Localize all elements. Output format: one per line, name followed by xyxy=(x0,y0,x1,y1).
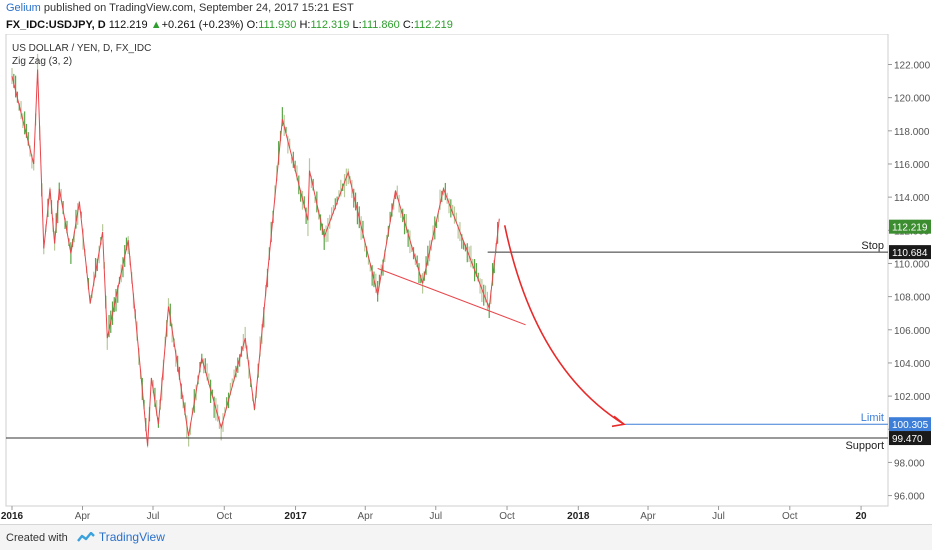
publish-info: published on TradingView.com, September … xyxy=(43,2,354,14)
indicator-label: Zig Zag (3, 2) xyxy=(12,56,72,67)
x-tick-label: Apr xyxy=(357,511,373,522)
price-tags: 112.219 110.684 100.305 99.470 xyxy=(889,219,931,446)
x-tick-label: 2018 xyxy=(567,511,590,522)
price-chart[interactable]: Stop Limit Support 122.000 120.000 118.000 11… xyxy=(0,33,932,524)
x-tick-label: 2016 xyxy=(1,511,24,522)
x-tick-label: Apr xyxy=(75,511,91,522)
x-tick-label: Jul xyxy=(429,511,442,522)
chart-area[interactable]: Stop Limit Support 122.000 120.000 118.000 11… xyxy=(0,33,932,524)
level-tag-limit-bg xyxy=(889,417,931,432)
chart-title: US DOLLAR / YEN, D, FX_IDC xyxy=(12,43,151,54)
x-tick-label: Jul xyxy=(712,511,725,522)
low-label: L: xyxy=(352,19,362,31)
author-link[interactable]: Gelium xyxy=(6,2,41,14)
tradingview-brand-link[interactable]: TradingView xyxy=(98,530,165,544)
level-tag-support: 99.470 xyxy=(892,434,923,445)
level-tag-support-bg xyxy=(889,431,931,446)
footer: Created with TradingView xyxy=(0,524,932,550)
last-price-tag-bg xyxy=(889,219,931,234)
x-tick-label: Oct xyxy=(216,511,232,522)
symbol-label: FX_IDC:USDJPY, D xyxy=(6,19,106,31)
y-tick-label: 110.000 xyxy=(894,259,930,270)
change-value: +0.261 (+0.23%) xyxy=(161,19,244,31)
plot-frame xyxy=(5,33,889,507)
level-tag-stop-bg xyxy=(889,245,931,260)
y-tick-label: 120.000 xyxy=(894,94,931,105)
level-label-stop: Stop xyxy=(861,240,884,252)
last-price: 112.219 xyxy=(108,19,148,31)
level-label-limit: Limit xyxy=(861,412,884,424)
x-tick-label: 2017 xyxy=(284,511,307,522)
levels-layer: Stop Limit Support xyxy=(6,240,888,452)
y-tick-label: 114.000 xyxy=(894,193,930,204)
low-value: 111.860 xyxy=(361,19,400,31)
x-tick-label: Jul xyxy=(147,511,160,522)
y-tick-label: 98.000 xyxy=(894,458,925,469)
time-axis[interactable]: 2016 Apr Jul Oct 2017 Apr Jul Oct 2018 Apr Jul Oct 2… xyxy=(1,506,867,522)
tradingview-logo-icon xyxy=(76,531,95,542)
open-value: 111.930 xyxy=(258,19,297,31)
x-tick-label: Oct xyxy=(499,511,515,522)
zigzag-layer xyxy=(11,69,626,446)
y-tick-label: 102.000 xyxy=(894,392,931,403)
zigzag-line xyxy=(11,69,500,446)
created-with-label: Created with xyxy=(6,532,68,544)
y-tick-label: 122.000 xyxy=(894,61,931,72)
level-label-support: Support xyxy=(845,440,884,452)
projection-arrowhead xyxy=(611,415,626,428)
level-tag-limit: 100.305 xyxy=(892,420,929,431)
high-value: 112.319 xyxy=(310,19,350,31)
high-label: H: xyxy=(299,19,311,31)
close-label: C: xyxy=(402,19,414,31)
last-price-tag: 112.219 xyxy=(892,223,928,234)
y-tick-label: 116.000 xyxy=(894,160,930,171)
publish-info-bar: Gelium published on TradingView.com, Sep… xyxy=(0,0,932,16)
close-value: 112.219 xyxy=(413,19,453,31)
level-tag-stop: 110.684 xyxy=(892,248,928,259)
open-label: O: xyxy=(246,19,259,31)
y-tick-label: 108.000 xyxy=(894,293,931,304)
change-up-icon: ▲ xyxy=(150,19,162,31)
ohlc-bar: FX_IDC:USDJPY, D 112.219 ▲+0.261 (+0.23%… xyxy=(0,16,932,34)
x-tick-label: Apr xyxy=(640,511,656,522)
x-tick-label: Oct xyxy=(782,511,798,522)
x-tick-label: 20 xyxy=(856,511,868,522)
trendline xyxy=(377,267,526,326)
y-tick-label: 106.000 xyxy=(894,326,931,337)
y-tick-label: 104.000 xyxy=(894,359,931,370)
y-tick-label: 118.000 xyxy=(894,127,930,138)
y-tick-label: 96.000 xyxy=(894,492,925,503)
projection-curve xyxy=(503,225,625,425)
